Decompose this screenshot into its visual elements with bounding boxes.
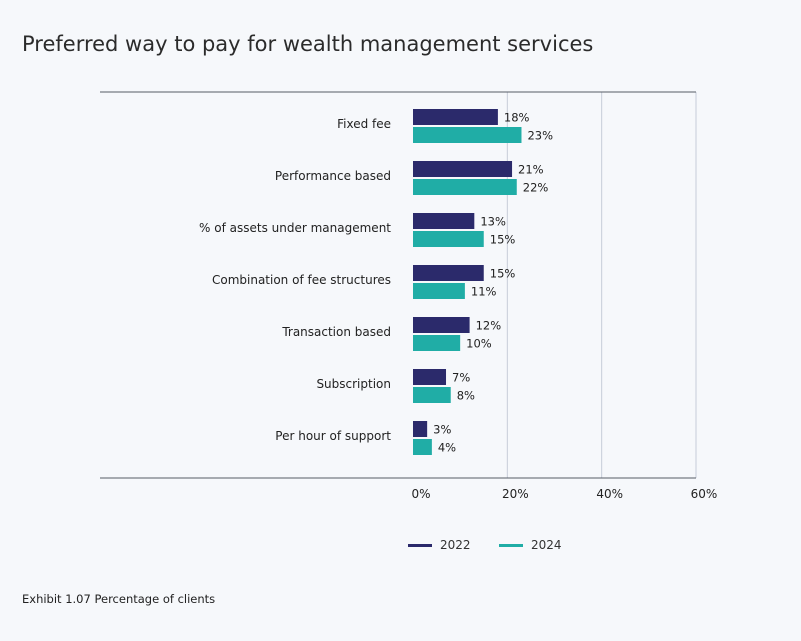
category-label: % of assets under management	[199, 221, 391, 235]
legend-item-2022: 2022	[408, 538, 471, 552]
data-label-2022: 7%	[452, 371, 470, 385]
bar-2022-2	[413, 161, 513, 177]
category-label: Per hour of support	[275, 429, 391, 443]
data-label-2024: 8%	[457, 389, 475, 403]
category-label: Fixed fee	[337, 117, 391, 131]
bar-chart: Fixed fee 18% 23% Performance based 21% 22% % …	[100, 91, 718, 501]
data-label-2024: 10%	[466, 337, 492, 351]
x-tick-label: 60%	[691, 487, 718, 501]
bar-2022-1	[413, 109, 498, 125]
data-label-2022: 13%	[480, 215, 506, 229]
bar-2024-3	[413, 231, 484, 247]
legend-swatch-2022	[408, 543, 432, 547]
data-label-2022: 21%	[518, 163, 544, 177]
data-label-2024: 22%	[523, 181, 549, 195]
category-label: Performance based	[275, 169, 391, 183]
bar-2022-4	[413, 265, 484, 281]
bar-2024-6	[413, 387, 451, 403]
bar-2024-1	[413, 127, 522, 143]
bar-2022-7	[413, 421, 428, 437]
category-label: Transaction based	[281, 325, 391, 339]
bar-2024-7	[413, 439, 432, 455]
data-label-2024: 4%	[438, 441, 456, 455]
category-label: Subscription	[316, 377, 391, 391]
x-tick-label: 40%	[596, 487, 623, 501]
bar-2022-5	[413, 317, 470, 333]
bar-2024-5	[413, 335, 461, 351]
x-tick-label: 0%	[411, 487, 430, 501]
legend-label-2022: 2022	[440, 538, 471, 552]
bar-2024-4	[413, 283, 465, 299]
bar-2022-6	[413, 369, 447, 385]
footnote: Exhibit 1.07 Percentage of clients	[22, 592, 216, 606]
bar-2024-2	[413, 179, 517, 195]
legend: 2022 2024	[0, 538, 801, 558]
data-label-2022: 15%	[490, 267, 516, 281]
data-label-2024: 11%	[471, 285, 497, 299]
chart-title: Preferred way to pay for wealth manageme…	[22, 32, 594, 56]
data-label-2022: 3%	[433, 423, 451, 437]
legend-label-2024: 2024	[531, 538, 562, 552]
bar-2022-3	[413, 213, 475, 229]
data-label-2022: 18%	[504, 111, 530, 125]
data-label-2024: 15%	[490, 233, 516, 247]
data-label-2024: 23%	[527, 129, 553, 143]
data-label-2022: 12%	[476, 319, 502, 333]
x-tick-label: 20%	[502, 487, 529, 501]
category-label: Combination of fee structures	[212, 273, 391, 287]
legend-item-2024: 2024	[499, 538, 562, 552]
legend-swatch-2024	[499, 543, 523, 547]
